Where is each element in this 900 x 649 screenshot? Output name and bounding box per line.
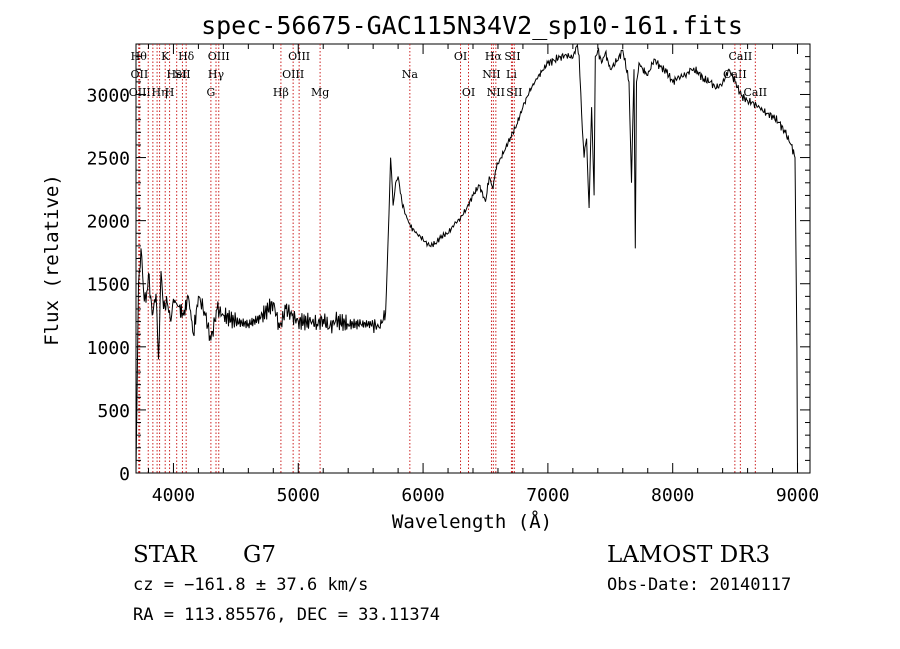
line-marker-label: Hα — [485, 50, 503, 63]
plot-frame — [135, 43, 811, 474]
line-marker-label: HeI — [166, 68, 186, 81]
line-marker-label: OI — [462, 86, 475, 99]
line-marker-label: SII — [506, 86, 522, 99]
line-marker-label: Mg — [311, 86, 329, 99]
spectrum-line — [135, 43, 798, 474]
line-marker-label: NII — [482, 68, 500, 81]
line-marker-label: Li — [506, 68, 517, 81]
line-marker-label: OI — [454, 50, 467, 63]
x-tick-label: 4000 — [152, 485, 195, 506]
line-marker-label: SII — [504, 50, 520, 63]
x-tick-label: 7000 — [526, 485, 569, 506]
y-tick-label: 3000 — [87, 85, 130, 106]
coordinates: RA = 113.85576, DEC = 33.11374 — [133, 605, 440, 625]
line-marker-label: CaII — [743, 86, 767, 99]
y-tick-label: 1000 — [87, 338, 130, 359]
chart-title: spec-56675-GAC115N34V2_sp10-161.fits — [201, 11, 743, 40]
object-subclass: G7 — [243, 542, 276, 568]
y-axis-label: Flux (relative) — [41, 174, 63, 346]
line-marker-label: Hδ — [178, 50, 195, 63]
y-tick-label: 2000 — [87, 212, 130, 233]
x-tick-label: 6000 — [401, 485, 444, 506]
x-tick-label: 5000 — [277, 485, 320, 506]
line-marker-label: G — [206, 86, 215, 99]
object-class: STAR — [133, 542, 197, 568]
line-marker-label: OIII — [282, 68, 304, 81]
line-marker-label: OIII — [129, 86, 151, 99]
y-tick-label: 1500 — [87, 275, 130, 296]
line-marker-label: NII — [487, 86, 505, 99]
y-tick-label: 2500 — [87, 149, 130, 170]
line-marker-label: OII — [131, 68, 149, 81]
x-tick-label: 8000 — [651, 485, 694, 506]
line-marker-label: CaII — [723, 68, 747, 81]
y-tick-label: 0 — [119, 464, 130, 485]
line-marker-label: SII — [174, 68, 190, 81]
axis-ticks: 4000 5000 6000 7000 8000 9000 0 500 1000 1500 2000… — [87, 43, 819, 506]
survey-name: LAMOST DR3 — [607, 542, 770, 568]
line-marker-label: Na — [402, 68, 419, 81]
line-marker-label: Hβ — [273, 86, 289, 99]
line-marker-label: K — [161, 50, 170, 63]
obs-date: Obs-Date: 20140117 — [607, 575, 791, 595]
redshift-readout: cz = −161.8 ± 37.6 km/s — [133, 575, 368, 595]
line-marker-label: H — [165, 86, 175, 99]
line-marker-label: OIII — [288, 50, 310, 63]
series-layer — [135, 43, 798, 474]
y-tick-label: 500 — [97, 401, 130, 422]
x-axis-label: Wavelength (Å) — [392, 510, 552, 533]
x-tick-label: 9000 — [776, 485, 819, 506]
line-marker-label: Hη — [151, 86, 167, 99]
line-marker-label: OIII — [208, 50, 230, 63]
line-marker-label: CaII — [729, 50, 753, 63]
line-marker-label: Hγ — [208, 68, 225, 81]
